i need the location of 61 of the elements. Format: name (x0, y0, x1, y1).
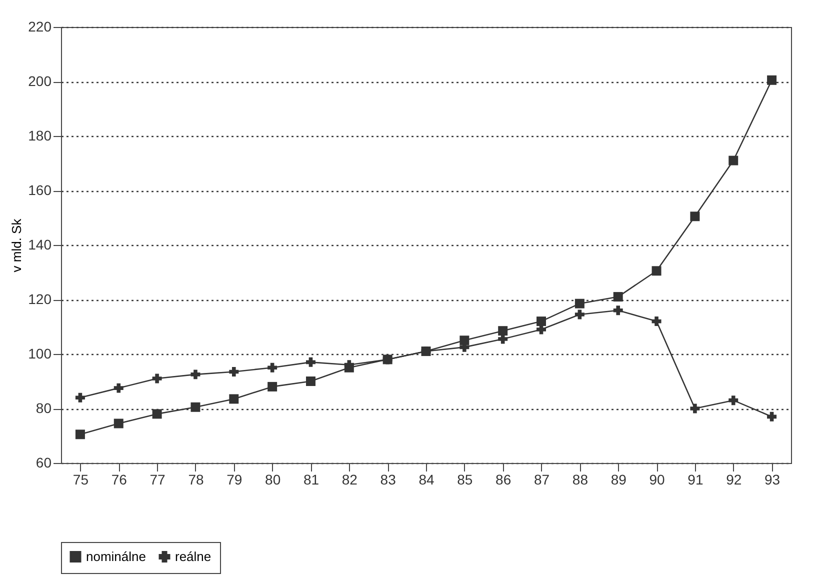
x-tick-label: 76 (111, 472, 128, 488)
y-tick-label: 140 (28, 236, 52, 252)
y-tick-label: 100 (28, 346, 52, 362)
x-tick-label: 75 (72, 472, 89, 488)
point (690, 404, 700, 414)
x-tick-label: 81 (303, 472, 320, 488)
x-tick-label: 82 (342, 472, 358, 488)
point (652, 266, 662, 276)
x-tick-label: 78 (188, 472, 204, 488)
x-tick-label: 90 (649, 472, 666, 488)
point (652, 316, 662, 326)
x-tick-label: 91 (688, 472, 704, 488)
point (75, 392, 85, 402)
x-tick-label: 93 (764, 472, 780, 488)
legend-label: nominálne (86, 548, 146, 564)
x-tick-label: 79 (226, 472, 242, 488)
x-tick-label: 89 (610, 472, 627, 488)
x-tick-label: 88 (572, 472, 588, 488)
x-tick-label: 77 (150, 472, 166, 488)
point (306, 357, 316, 367)
point (190, 370, 200, 380)
point (767, 75, 777, 85)
y-tick-label: 180 (28, 128, 52, 144)
y-tick-label: 220 (28, 18, 52, 34)
point (75, 430, 85, 440)
point (114, 418, 124, 428)
y-tick-label: 120 (28, 291, 52, 307)
x-tick-label: 84 (418, 472, 434, 488)
point (229, 366, 239, 376)
legend-label: reálne (175, 548, 212, 564)
point (268, 362, 278, 372)
point (229, 394, 239, 404)
x-tick-label: 87 (534, 472, 550, 488)
point (574, 310, 584, 320)
x-tick-label: 85 (457, 472, 473, 488)
point (536, 324, 546, 334)
point (536, 316, 546, 326)
y-tick-label: 60 (36, 454, 52, 470)
point (728, 156, 738, 166)
point (498, 334, 508, 344)
y-tick-label: 80 (36, 400, 52, 416)
point (306, 376, 316, 386)
y-axis-title: v mld. Sk (9, 218, 24, 272)
x-tick-label: 92 (726, 472, 742, 488)
point (152, 409, 162, 419)
point (690, 212, 700, 222)
point (190, 402, 200, 412)
point (728, 396, 738, 406)
x-tick-label: 83 (380, 472, 396, 488)
point (268, 382, 278, 392)
point (613, 292, 623, 302)
x-tick-label: 86 (496, 472, 512, 488)
point (498, 326, 508, 336)
point (767, 412, 777, 422)
x-tick-label: 80 (265, 472, 281, 488)
point (574, 298, 584, 308)
point (613, 306, 623, 316)
y-tick-label: 200 (28, 73, 52, 89)
point (152, 374, 162, 384)
point (114, 383, 124, 393)
y-tick-label: 160 (28, 182, 52, 198)
